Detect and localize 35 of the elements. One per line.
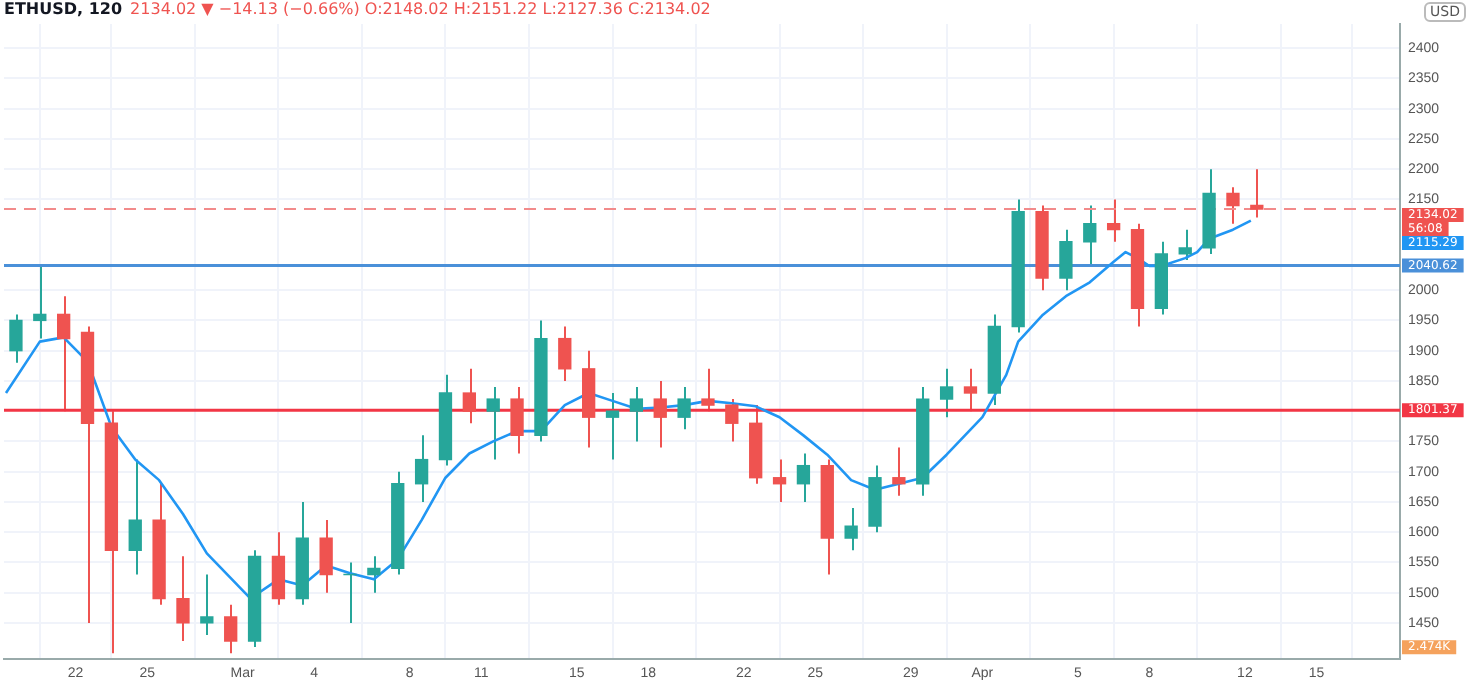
candlestick [319,519,333,594]
candlestick [414,434,429,503]
candlestick [200,573,214,636]
candlestick [57,295,71,413]
candlestick [1059,228,1073,292]
candlestick [558,325,572,382]
candlestick [796,452,811,503]
candlestick [271,531,286,606]
candlestick [224,603,238,655]
candlestick [892,446,906,497]
candlestick [605,392,620,461]
chart-title: ETHUSD, 120 [4,0,123,18]
candlestick [176,555,190,643]
candlestick [701,367,715,413]
candlestick [33,264,47,340]
candlestick [1106,198,1121,243]
candlestick [844,506,858,552]
candlestick [1226,186,1240,225]
candlestick [653,379,667,449]
candlestick [9,313,23,364]
candlestick [772,458,787,503]
candlestick [1250,168,1264,219]
candlestick [939,367,954,419]
candlestick [629,385,644,443]
candlestick [486,385,500,461]
candlestick [510,385,524,455]
chart-subtitle: 2134.02 ▼ −14.13 (−0.66%) O:2148.02 H:2151.22 L:2127.36 C:2134.02 [130,0,711,18]
candlestick [128,458,142,576]
candlestick [462,367,476,425]
candlestick [367,555,381,594]
candlestick [725,398,739,443]
candlestick [1178,228,1192,261]
candlestick [1083,204,1097,267]
candlestick [677,385,691,431]
candlestick [963,367,978,413]
